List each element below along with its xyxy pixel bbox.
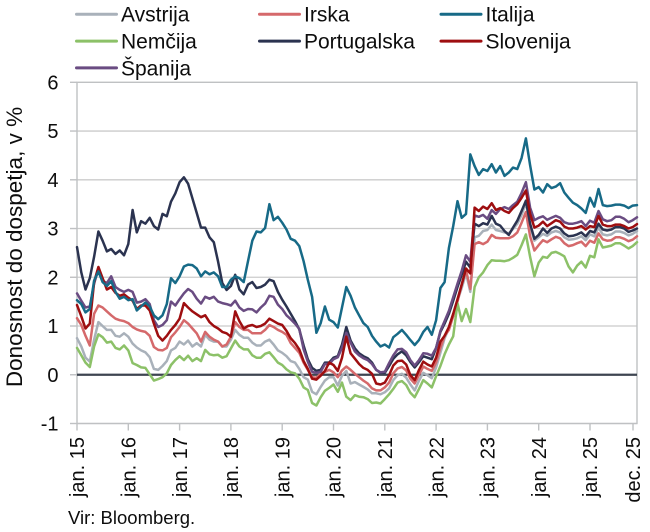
svg-text:Portugalska: Portugalska xyxy=(304,31,415,54)
svg-text:0: 0 xyxy=(47,365,58,387)
svg-text:jan. 20: jan. 20 xyxy=(324,437,346,498)
svg-text:jan. 16: jan. 16 xyxy=(119,437,141,498)
svg-text:Irska: Irska xyxy=(304,4,350,27)
svg-text:jan. 21: jan. 21 xyxy=(375,437,397,498)
svg-text:jan. 19: jan. 19 xyxy=(272,437,294,498)
svg-text:5: 5 xyxy=(47,121,58,143)
svg-text:Nemčija: Nemčija xyxy=(121,31,197,54)
svg-text:4: 4 xyxy=(47,170,58,192)
svg-text:jan. 23: jan. 23 xyxy=(478,437,500,498)
svg-text:Španija: Španija xyxy=(121,57,191,80)
svg-text:jan. 22: jan. 22 xyxy=(426,437,448,498)
svg-text:Slovenija: Slovenija xyxy=(486,31,572,54)
svg-text:jan. 15: jan. 15 xyxy=(67,437,89,498)
svg-text:jan. 18: jan. 18 xyxy=(221,437,243,498)
svg-text:2: 2 xyxy=(47,268,58,290)
svg-text:Vir: Bloomberg.: Vir: Bloomberg. xyxy=(68,507,195,528)
svg-text:3: 3 xyxy=(47,219,58,241)
svg-text:dec. 25: dec. 25 xyxy=(623,437,645,503)
svg-text:jan. 25: jan. 25 xyxy=(580,437,602,498)
svg-text:1: 1 xyxy=(47,316,58,338)
svg-text:jan. 24: jan. 24 xyxy=(529,437,551,498)
svg-text:-1: -1 xyxy=(41,414,59,436)
svg-text:Italija: Italija xyxy=(486,4,535,27)
svg-text:Avstrija: Avstrija xyxy=(121,4,190,27)
svg-text:Donosnost do dospetja, v %: Donosnost do dospetja, v % xyxy=(2,107,27,387)
svg-text:jan. 17: jan. 17 xyxy=(170,437,192,498)
svg-text:6: 6 xyxy=(47,73,58,95)
